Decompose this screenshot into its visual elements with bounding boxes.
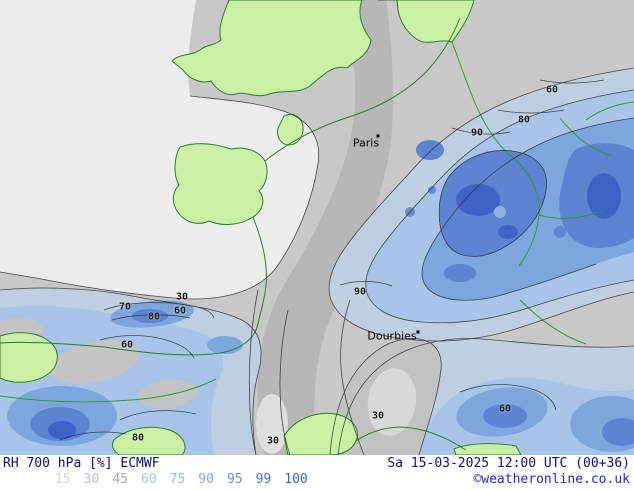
land-layer [0,0,522,455]
legend-scale-value: 60 [140,472,157,487]
legend-scale: 15 30 45 60 75 90 95 99 100 [3,472,308,488]
legend-scale-value: 45 [112,472,128,487]
legend-right: Sa 15-03-2025 12:00 UTC (00+36) ©weather… [387,456,630,488]
weather-map-canvas [0,0,634,455]
legend-title: RH 700 hPa [%] ECMWF [3,456,160,471]
legend-scale-value: 100 [284,472,308,487]
legend-scale-value: 99 [255,472,272,487]
legend-datetime: Sa 15-03-2025 12:00 UTC (00+36) [387,456,630,471]
legend-left: RH 700 hPa [%] ECMWF 15 30 45 60 75 90 95 99 100 [3,456,308,488]
border-layer [0,17,634,451]
copyright-link[interactable]: ©weatheronline.co.uk [473,472,630,487]
legend-scale-value: 30 [83,472,100,487]
humidity-fill-layer [0,68,634,455]
legend-scale-value: 95 [226,472,243,487]
contour-line-layer [0,67,634,455]
legend-scale-value: 90 [198,472,214,487]
legend-scale-value: 75 [169,472,186,487]
legend-bar: RH 700 hPa [%] ECMWF 15 30 45 60 75 90 95 99 100… [0,455,634,490]
map-area: 60 80 90 30 70 60 80 60 90 30 30 60 80 Paris Dourbies [0,0,634,455]
legend-scale-value: 15 [55,472,71,487]
